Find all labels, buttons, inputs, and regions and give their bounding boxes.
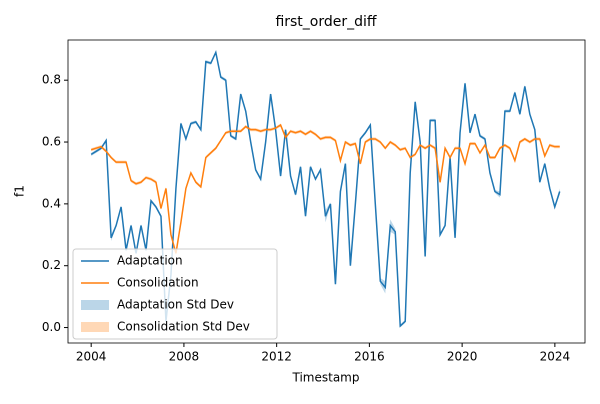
y-tick-label: 0.0 [42,320,61,334]
y-tick-label: 0.2 [42,258,61,272]
legend-label: Consolidation Std Dev [117,320,250,334]
x-tick-label: 2016 [354,350,385,364]
y-tick-label: 0.4 [42,196,61,210]
y-tick-label: 0.6 [42,135,61,149]
legend-label: Adaptation [117,254,183,268]
x-tick-label: 2020 [447,350,478,364]
legend-patch [81,322,109,332]
y-tick-label: 0.8 [42,73,61,87]
x-tick-label: 2008 [169,350,200,364]
legend-label: Consolidation [117,276,199,290]
chart-title: first_order_diff [275,14,376,30]
std-band [91,123,560,255]
legend-patch [81,300,109,310]
y-axis-label: f1 [13,185,27,197]
legend-box [72,248,278,340]
series-line [90,123,560,254]
x-tick-label: 2004 [76,350,107,364]
x-tick-label: 2024 [540,350,571,364]
x-axis-label: Timestamp [292,371,360,385]
legend-label: Adaptation Std Dev [117,298,234,312]
x-tick-label: 2012 [261,350,292,364]
plot-frame [67,39,586,344]
